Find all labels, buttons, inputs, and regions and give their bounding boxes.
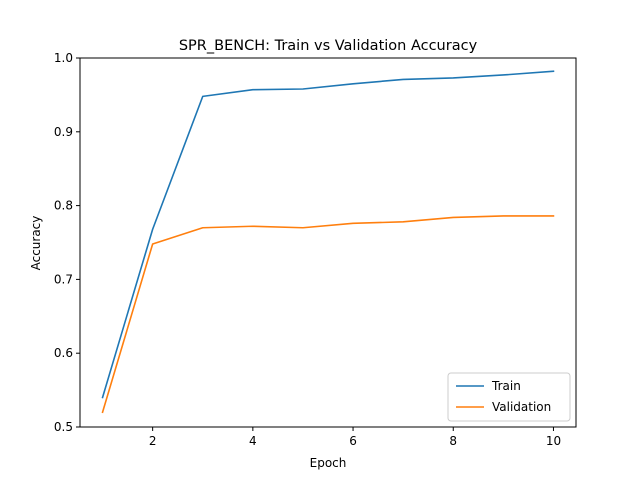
y-tick-label: 0.8	[54, 199, 73, 213]
x-tick-label: 8	[449, 434, 457, 448]
x-axis-label: Epoch	[310, 456, 347, 470]
y-tick-label: 1.0	[54, 51, 73, 65]
series-line-validation	[101, 215, 555, 414]
axes-frame	[79, 57, 577, 428]
chart-title: SPR_BENCH: Train vs Validation Accuracy	[179, 38, 478, 54]
series-line-train	[101, 70, 555, 399]
y-axis-label: Accuracy	[29, 216, 43, 271]
y-tick-label: 0.9	[54, 125, 73, 139]
x-tick-label: 10	[546, 434, 561, 448]
x-tick-label: 4	[249, 434, 257, 448]
legend-label-validation: Validation	[492, 400, 551, 414]
x-tick-label: 6	[349, 434, 357, 448]
legend-box	[447, 372, 571, 422]
y-tick-label: 0.6	[54, 346, 73, 360]
legend-label-train: Train	[491, 379, 521, 393]
plot-area: 2 4 6 8 10 0.5 0.6 0.7 0.8 0.9 1.0 Train Validation	[54, 51, 577, 448]
y-tick-label: 0.7	[54, 272, 73, 286]
x-tick-label: 2	[149, 434, 157, 448]
y-tick-label: 0.5	[54, 420, 73, 434]
